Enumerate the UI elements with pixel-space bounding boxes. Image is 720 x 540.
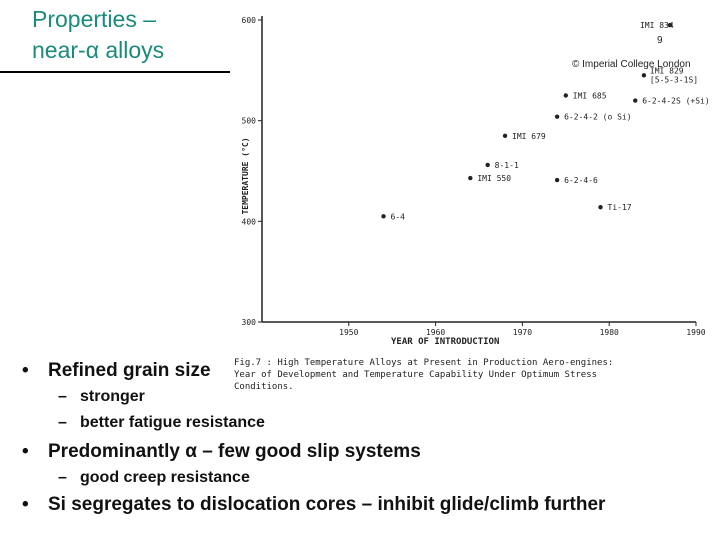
x-tick-label: 1980 [600, 328, 619, 337]
bullet-text: Si segregates to dislocation cores – inh… [48, 494, 606, 515]
slide-title-line-1: Properties – [32, 6, 157, 32]
y-tick-label: 300 [242, 318, 257, 327]
point-label: 6-2-4-6 [564, 176, 598, 185]
bullet-item: • Si segregates to dislocation cores – in… [22, 494, 606, 515]
caption-line-2: Year of Development and Temperature Capa… [234, 370, 597, 380]
sub-bullet-text: better fatigue resistance [80, 414, 265, 431]
point-label: 6-2-4-2S (+Si) [642, 97, 709, 106]
point-label: 8-1-1 [495, 161, 519, 170]
data-point [563, 93, 568, 98]
point-label: 6-2-4-2 (o Si) [564, 113, 631, 122]
y-tick-label: 400 [242, 217, 257, 226]
point-label: IMI 685 [573, 92, 607, 101]
copyright-notice: © Imperial College London [572, 59, 691, 70]
bullet-item: • Predominantly α – few good slip systems [22, 441, 421, 462]
data-point [554, 177, 560, 183]
point-label: IMI 829 [650, 66, 684, 75]
x-tick-label: 1970 [513, 328, 532, 337]
title-underline [0, 71, 230, 73]
x-ticks: 1950 1960 1970 1980 1990 [339, 322, 706, 337]
data-points: 6-4 IMI 550 8-1-1 IMI 679 IMI 685 6-2-4-2 (o … [381, 21, 710, 221]
bullet-item: • Refined grain size [22, 360, 211, 381]
point-label: IMI 834 [640, 21, 674, 30]
y-tick-label: 500 [242, 117, 257, 126]
sub-bullet-item: – stronger [58, 388, 145, 405]
x-axis-label: YEAR OF INTRODUCTION [391, 337, 499, 347]
sub-bullet-text: good creep resistance [80, 469, 250, 486]
x-tick-label: 1990 [686, 328, 705, 337]
figure-caption: Fig.7 : High Temperature Alloys at Prese… [234, 358, 613, 392]
page-number: 9 [657, 35, 663, 46]
slide-title: Properties – near-α alloys [32, 4, 222, 66]
y-tick-label: 600 [242, 16, 257, 25]
data-point [667, 22, 673, 28]
sub-bullet-item: – better fatigue resistance [58, 414, 265, 431]
data-point [554, 114, 560, 119]
bullet-text: Predominantly α – few good slip systems [48, 441, 421, 462]
data-point [381, 214, 386, 219]
x-tick-label: 1960 [426, 328, 445, 337]
y-ticks: 300 400 500 600 [242, 16, 262, 327]
point-label: IMI 679 [512, 132, 546, 141]
caption-line-1: Fig.7 : High Temperature Alloys at Prese… [234, 358, 613, 368]
data-point [502, 133, 508, 138]
sub-bullet-text: stronger [80, 388, 145, 405]
x-tick-label: 1950 [339, 328, 358, 337]
data-point [598, 205, 603, 210]
data-point [468, 175, 473, 181]
point-label: 6-4 [391, 212, 406, 221]
bullet-text: Refined grain size [48, 360, 211, 381]
caption-line-3: Conditions. [234, 382, 294, 392]
point-label: IMI 550 [477, 174, 511, 183]
sub-bullet-item: – good creep resistance [58, 469, 250, 486]
point-label: [5-5-3-1S] [650, 75, 698, 84]
data-point [633, 98, 638, 103]
data-point [641, 73, 647, 78]
scatter-chart: 1950 1960 1970 1980 1990 300 400 500 600 TEMPER… [234, 16, 710, 392]
data-point [485, 162, 490, 168]
slide-title-line-2: near-α alloys [32, 37, 165, 63]
y-axis-label: TEMPERATURE (°C) [241, 137, 250, 214]
point-label: Ti-17 [608, 203, 632, 212]
